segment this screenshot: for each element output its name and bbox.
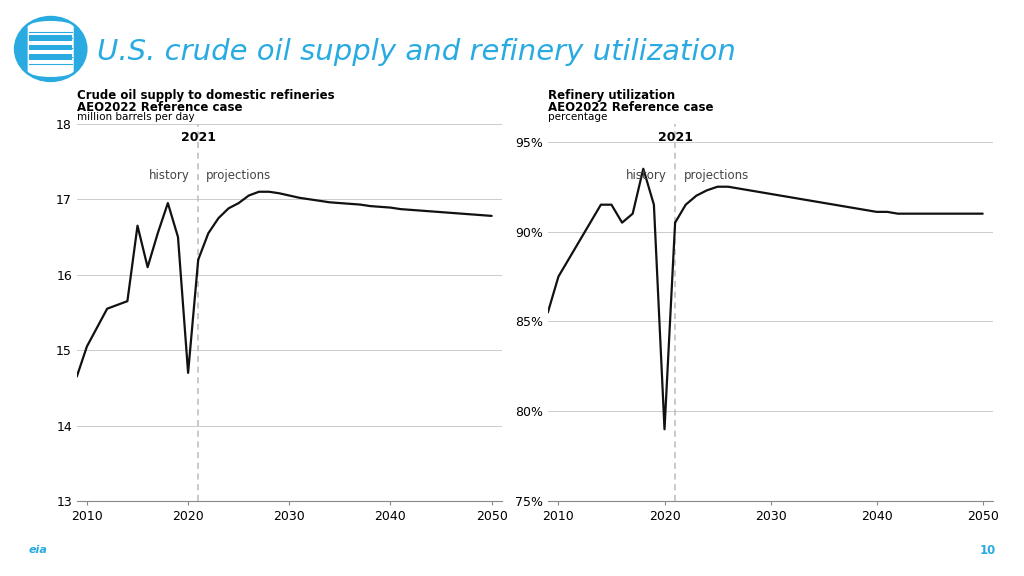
Text: (AEO2022): (AEO2022) <box>437 545 502 555</box>
FancyBboxPatch shape <box>0 529 118 571</box>
Text: Crude oil supply to domestic refineries: Crude oil supply to domestic refineries <box>77 89 335 103</box>
Text: U.S. crude oil supply and refinery utilization: U.S. crude oil supply and refinery utili… <box>97 39 736 66</box>
Circle shape <box>14 16 87 82</box>
Bar <box>29 45 72 50</box>
Text: history: history <box>626 169 667 182</box>
Text: AEO2022 Reference case: AEO2022 Reference case <box>77 101 243 114</box>
Text: million barrels per day: million barrels per day <box>77 112 195 122</box>
Text: projections: projections <box>684 169 749 182</box>
Ellipse shape <box>29 22 72 32</box>
Text: AEO2022 Reference case: AEO2022 Reference case <box>548 101 714 114</box>
Ellipse shape <box>29 66 72 76</box>
Bar <box>29 55 72 60</box>
Text: www.eia.gov/aeo: www.eia.gov/aeo <box>819 545 914 555</box>
Text: 10: 10 <box>980 544 996 556</box>
Text: eia: eia <box>29 545 48 555</box>
Text: Source: U.S. Energy Information Administration,: Source: U.S. Energy Information Administ… <box>77 545 348 555</box>
Text: percentage: percentage <box>548 112 607 122</box>
Text: projections: projections <box>206 169 271 182</box>
FancyBboxPatch shape <box>28 25 74 73</box>
Text: history: history <box>150 169 190 182</box>
Text: 2021: 2021 <box>657 131 692 145</box>
Text: Annual Energy Outlook 2022: Annual Energy Outlook 2022 <box>297 545 457 555</box>
Circle shape <box>630 532 1024 568</box>
Bar <box>29 35 72 41</box>
Text: Refinery utilization: Refinery utilization <box>548 89 675 103</box>
Text: 2021: 2021 <box>180 131 216 145</box>
